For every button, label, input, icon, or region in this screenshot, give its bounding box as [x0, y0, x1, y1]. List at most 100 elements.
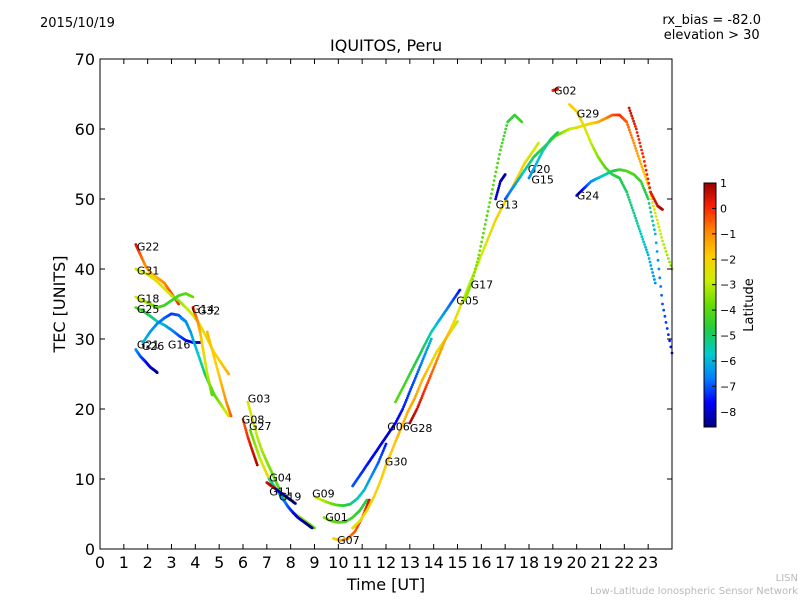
- data-point: [641, 167, 645, 171]
- data-point: [634, 146, 638, 150]
- data-point: [254, 429, 257, 432]
- data-point: [638, 141, 642, 145]
- data-point: [646, 197, 650, 201]
- data-point: [379, 455, 382, 459]
- data-point: [505, 124, 509, 127]
- data-point: [220, 385, 224, 389]
- data-point: [631, 139, 635, 142]
- data-point: [432, 366, 436, 369]
- data-point: [216, 367, 219, 371]
- data-point: [390, 448, 394, 452]
- data-point: [419, 398, 422, 402]
- data-point: [642, 170, 646, 174]
- data-point: [415, 392, 418, 396]
- data-point: [373, 492, 377, 496]
- data-point: [482, 247, 486, 250]
- data-point: [655, 250, 659, 253]
- prn-label: G04: [269, 472, 292, 485]
- data-point: [641, 152, 644, 155]
- data-point: [222, 391, 226, 395]
- data-point: [430, 370, 434, 374]
- x-axis-ticks: 0 1 2 3 4 5 6 7 8 9 10 11 12 13 14 15 16 17 18 19 20 21 22 23: [95, 59, 658, 572]
- data-point: [399, 426, 403, 430]
- data-point: [422, 355, 426, 358]
- data-point: [428, 342, 431, 345]
- data-point: [503, 131, 507, 134]
- data-point: [639, 180, 643, 183]
- prn-label: G14: [192, 303, 215, 316]
- data-point: [653, 208, 656, 211]
- x-tick-label: 16: [471, 553, 491, 572]
- data-point: [396, 435, 399, 438]
- data-point: [392, 443, 396, 447]
- data-point: [215, 365, 219, 369]
- data-point: [398, 430, 401, 434]
- data-point: [633, 144, 637, 148]
- data-point: [223, 396, 227, 399]
- data-point: [418, 366, 422, 369]
- data-point: [642, 240, 646, 244]
- data-point: [643, 188, 646, 192]
- data-point: [487, 205, 491, 209]
- data-point: [480, 240, 483, 244]
- y-tick-label: 30: [75, 330, 95, 349]
- data-point: [210, 348, 214, 351]
- data-point: [504, 127, 508, 131]
- data-point: [646, 253, 650, 257]
- date-label: 2015/10/19: [40, 16, 115, 31]
- data-point: [668, 260, 671, 264]
- colorbar-tick-label: −8: [720, 406, 736, 419]
- data-point: [440, 346, 444, 350]
- data-point: [650, 215, 654, 218]
- data-point: [391, 446, 395, 449]
- series-G30: G30: [351, 320, 459, 530]
- data-point: [413, 397, 416, 400]
- data-point: [660, 236, 663, 239]
- series-G01: G01: [322, 498, 369, 524]
- data-point: [629, 203, 633, 207]
- elevation-text: elevation > 30: [663, 28, 760, 43]
- data-point: [643, 164, 647, 168]
- prn-label: G06: [387, 421, 410, 434]
- data-point: [251, 418, 254, 421]
- series-G02: G02: [551, 85, 577, 98]
- y-tick-label: 0: [85, 540, 95, 559]
- data-point: [367, 498, 371, 502]
- data-point: [402, 405, 405, 409]
- series-G15: G15: [527, 131, 559, 186]
- colorbar-label: Latitude: [742, 278, 757, 332]
- data-point: [491, 188, 494, 191]
- data-point: [631, 117, 635, 120]
- data-point: [405, 396, 409, 400]
- data-point: [439, 348, 443, 352]
- data-point: [403, 403, 406, 406]
- data-point: [645, 251, 649, 254]
- y-tick-label: 50: [75, 190, 95, 209]
- series-G09: G09: [312, 442, 388, 507]
- data-point: [378, 457, 382, 461]
- data-point: [654, 215, 658, 218]
- data-point: [210, 393, 214, 397]
- data-point: [492, 223, 496, 226]
- data-point: [651, 271, 654, 274]
- x-tick-label: 10: [328, 553, 348, 572]
- data-point: [484, 218, 488, 222]
- x-tick-label: 18: [519, 553, 539, 572]
- data-point: [424, 385, 428, 389]
- data-point: [502, 134, 506, 138]
- data-point: [469, 283, 473, 287]
- data-point: [491, 225, 495, 229]
- data-point: [377, 484, 380, 487]
- data-point: [390, 450, 393, 454]
- data-point: [214, 363, 218, 367]
- data-point: [381, 449, 385, 452]
- data-point: [656, 222, 660, 225]
- data-point: [461, 299, 464, 303]
- data-point: [472, 274, 475, 278]
- data-point: [365, 498, 369, 502]
- data-point: [642, 186, 646, 190]
- data-point: [637, 227, 641, 231]
- data-point: [397, 433, 400, 436]
- data-point: [429, 337, 433, 341]
- data-point: [642, 155, 645, 159]
